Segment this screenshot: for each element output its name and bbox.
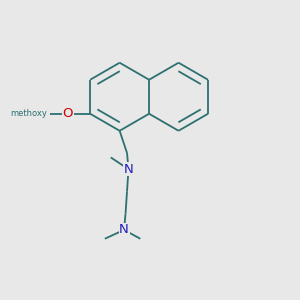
Text: O: O xyxy=(63,107,73,120)
Text: N: N xyxy=(124,163,134,176)
Text: methoxy: methoxy xyxy=(11,109,47,118)
Text: N: N xyxy=(119,224,129,236)
